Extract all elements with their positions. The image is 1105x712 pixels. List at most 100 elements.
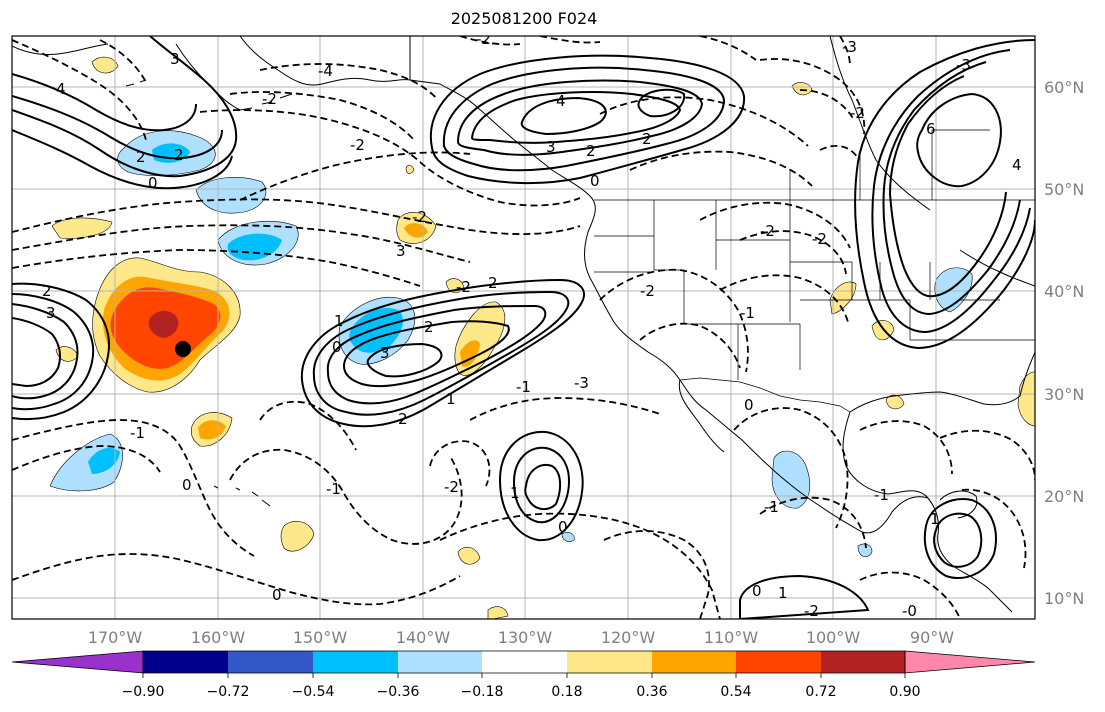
- gridlines: [12, 36, 1035, 619]
- contour-label: -2: [350, 136, 365, 154]
- lat-label-60n: 60°N: [1044, 78, 1084, 97]
- contour-label: 3: [396, 242, 406, 260]
- location-marker: [175, 341, 191, 357]
- contour-labels: 4 3 2 2 0 -2 3 2 -2 -4 -2 4 3 2 2 0 -3 -…: [42, 30, 1022, 620]
- colorbar-tick-label: −0.72: [207, 684, 250, 700]
- contour-label: 1: [778, 584, 788, 602]
- contour-label: 4: [1012, 156, 1022, 174]
- lat-label-20n: 20°N: [1044, 487, 1084, 506]
- contour-label: 1: [510, 484, 520, 502]
- shaded-anomalies: [49, 56, 1035, 619]
- lon-label-120w: 120°W: [601, 628, 656, 647]
- lon-label-100w: 100°W: [806, 628, 861, 647]
- contour-label: 2: [642, 130, 652, 148]
- contour-label: 2: [174, 146, 184, 164]
- contour-label: 0: [272, 586, 282, 604]
- lon-label-160w: 160°W: [191, 628, 246, 647]
- contour-label: 1: [334, 312, 344, 330]
- contour-label: 4: [56, 80, 66, 98]
- colorbar-segment: [228, 651, 313, 673]
- colorbar-tick-label: −0.18: [461, 684, 504, 700]
- contour-label: -1: [740, 304, 755, 322]
- colorbar-tick-label: −0.36: [377, 684, 420, 700]
- lat-label-10n: 10°N: [1044, 589, 1084, 608]
- contour-label: -1: [326, 480, 341, 498]
- lat-label-30n: 30°N: [1044, 385, 1084, 404]
- contour-label: 2: [42, 282, 52, 300]
- contour-label: 0: [332, 338, 342, 356]
- contour-label: 3: [46, 304, 56, 322]
- contour-label: 0: [590, 172, 600, 190]
- positive-contours: [12, 36, 1035, 619]
- contour-label: -1: [874, 486, 889, 504]
- contour-label: -3: [842, 38, 857, 56]
- contour-label: 2: [488, 274, 498, 292]
- lon-label-170w: 170°W: [88, 628, 143, 647]
- contour-label: 3: [170, 50, 180, 68]
- contour-label: -2: [812, 230, 827, 248]
- contour-label: -2: [760, 222, 775, 240]
- colorbar-segment: [567, 651, 652, 673]
- colorbar-over-arrow: [904, 650, 1036, 674]
- contour-label: 0: [744, 396, 754, 414]
- contour-label: 0: [148, 174, 158, 192]
- lat-label-50n: 50°N: [1044, 180, 1084, 199]
- contour-label: -4: [318, 62, 333, 80]
- map-frame: [11, 35, 1036, 620]
- colorbar-tick-label: 0.54: [720, 684, 751, 700]
- colorbar-tick-label: 0.18: [551, 684, 582, 700]
- colorbar: −0.90 −0.72 −0.54 −0.36 −0.18 0.18 0.36 …: [11, 650, 1036, 700]
- contour-label: 3: [546, 138, 556, 156]
- contour-label: -1: [130, 424, 145, 442]
- contour-label: 6: [926, 120, 936, 138]
- colorbar-segment: [652, 651, 736, 673]
- colorbar-tick-label: 0.72: [805, 684, 836, 700]
- lon-label-140w: 140°W: [396, 628, 451, 647]
- lon-label-90w: 90°W: [910, 628, 954, 647]
- contour-label: -1: [516, 378, 531, 396]
- contour-label: 0: [558, 518, 568, 536]
- colorbar-under-arrow: [11, 650, 144, 674]
- contour-label: -2: [444, 478, 459, 496]
- colorbar-tick-label: −0.90: [122, 684, 165, 700]
- contour-label: -2: [850, 104, 865, 122]
- contour-label: 3: [380, 344, 390, 362]
- colorbar-segment: [313, 651, 398, 673]
- borders: [594, 129, 1035, 413]
- longitude-labels: 170°W 160°W 150°W 140°W 130°W 120°W 110°…: [88, 628, 954, 647]
- contour-label: 2: [398, 410, 408, 428]
- contour-label: 0: [182, 476, 192, 494]
- latitude-labels: 60°N 50°N 40°N 30°N 20°N 10°N: [1044, 78, 1084, 608]
- contour-label: 2: [136, 148, 146, 166]
- colorbar-tick-label: 0.36: [636, 684, 667, 700]
- contour-label: -2: [412, 208, 427, 226]
- colorbar-segment: [398, 651, 482, 673]
- contour-label: -2: [456, 278, 471, 296]
- lon-label-110w: 110°W: [704, 628, 759, 647]
- contour-label: -1: [764, 498, 779, 516]
- contour-label: -3: [574, 374, 589, 392]
- colorbar-segment: [821, 651, 905, 673]
- map-title: 2025081200 F024: [450, 9, 598, 28]
- colorbar-segment: [143, 651, 228, 673]
- contour-label: -3: [956, 56, 971, 74]
- contour-label: 1: [446, 390, 456, 408]
- contour-label: -2: [804, 602, 819, 620]
- map-panel: 4 3 2 2 0 -2 3 2 -2 -4 -2 4 3 2 2 0 -3 -…: [12, 30, 1035, 620]
- negative-contours: [12, 36, 1035, 619]
- contour-label: 0: [752, 582, 762, 600]
- contour-label: -2: [476, 30, 491, 48]
- lat-label-40n: 40°N: [1044, 282, 1084, 301]
- colorbar-segment: [736, 651, 821, 673]
- colorbar-tick-label: −0.54: [292, 684, 335, 700]
- colorbar-segment: [482, 651, 567, 673]
- contour-label: 2: [586, 142, 596, 160]
- contour-label: 1: [930, 510, 940, 528]
- colorbar-tick-label: 0.90: [889, 684, 920, 700]
- lon-label-150w: 150°W: [293, 628, 348, 647]
- contour-label: -2: [262, 90, 277, 108]
- contour-label: 2: [424, 318, 434, 336]
- lon-label-130w: 130°W: [498, 628, 553, 647]
- contour-label: -0: [902, 602, 917, 620]
